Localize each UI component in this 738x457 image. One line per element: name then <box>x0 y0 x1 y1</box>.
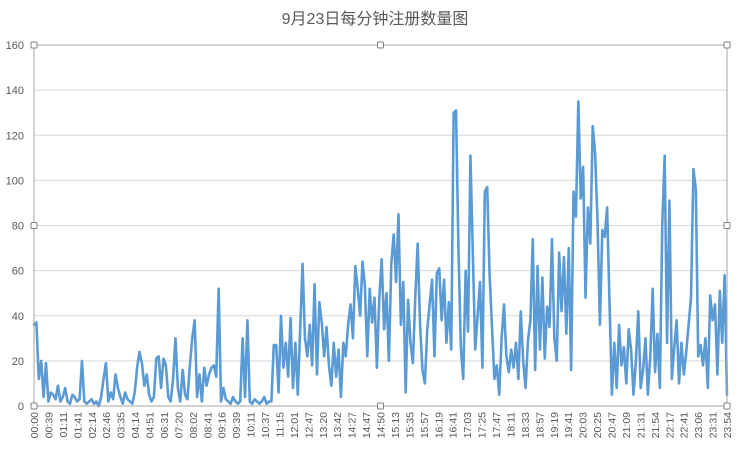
x-tick-label: 12:01 <box>289 412 301 438</box>
x-tick-label: 13:42 <box>332 412 344 438</box>
x-tick-label: 15:57 <box>419 412 431 438</box>
x-tick-label: 16:41 <box>448 412 460 438</box>
x-tick-label: 21:54 <box>650 412 662 438</box>
x-tick-label: 19:19 <box>549 412 561 438</box>
x-tick-label: 04:51 <box>145 412 157 438</box>
x-tick-label: 22:17 <box>664 412 676 438</box>
x-tick-label: 02:14 <box>87 412 99 438</box>
x-tick-label: 02:46 <box>101 412 113 438</box>
resize-handle[interactable] <box>30 222 38 229</box>
x-tick-label: 23:31 <box>708 412 720 438</box>
x-tick-label: 08:41 <box>202 412 214 438</box>
y-tick-label: 120 <box>6 130 24 142</box>
x-tick-label: 00:00 <box>29 412 41 438</box>
x-tick-label: 23:54 <box>722 412 734 438</box>
x-tick-label: 18:33 <box>520 412 532 438</box>
resize-handle[interactable] <box>723 402 731 410</box>
x-tick-label: 18:57 <box>534 412 546 438</box>
x-tick-label: 15:35 <box>404 412 416 438</box>
x-tick-label: 14:50 <box>376 412 388 438</box>
resize-handle[interactable] <box>30 402 38 410</box>
resize-handle[interactable] <box>30 41 38 49</box>
x-tick-label: 18:11 <box>505 412 517 438</box>
selection-frame[interactable] <box>30 41 731 410</box>
x-tick-label: 11:15 <box>274 412 286 438</box>
x-tick-label: 09:16 <box>217 412 229 438</box>
x-tick-label: 21:09 <box>621 412 633 438</box>
x-tick-label: 00:39 <box>43 412 55 438</box>
x-tick-label: 17:03 <box>462 412 474 438</box>
x-tick-label: 14:47 <box>361 412 373 438</box>
x-tick-label: 06:31 <box>159 412 171 438</box>
y-tick-label: 20 <box>12 356 24 368</box>
series-layer <box>32 100 729 408</box>
y-tick-label: 40 <box>12 311 24 323</box>
x-tick-label: 20:47 <box>607 412 619 438</box>
x-tick-label: 12:47 <box>303 412 315 438</box>
x-tick-label: 20:25 <box>592 412 604 438</box>
x-tick-label: 19:41 <box>563 412 575 438</box>
y-tick-label: 0 <box>18 401 24 413</box>
y-tick-label: 140 <box>6 85 24 97</box>
x-tick-label: 08:02 <box>188 412 200 438</box>
x-tick-label: 09:39 <box>231 412 243 438</box>
chart-title: 9月23日每分钟注册数量图 <box>282 10 469 28</box>
resize-handle[interactable] <box>377 402 384 410</box>
series-line <box>32 100 729 408</box>
x-tick-label: 01:41 <box>72 412 84 438</box>
x-tick-label: 07:20 <box>173 412 185 438</box>
y-tick-label: 160 <box>6 40 24 52</box>
y-tick-label: 80 <box>12 221 24 233</box>
x-tick-label: 04:14 <box>130 412 142 438</box>
x-tick-label: 17:47 <box>491 412 503 438</box>
x-tick-label: 01:11 <box>58 412 70 438</box>
y-tick-label: 100 <box>6 175 24 187</box>
x-tick-label: 13:20 <box>318 412 330 438</box>
resize-handle[interactable] <box>723 222 731 229</box>
y-axis-tick-labels: 0 20 40 60 80 100 120 140 160 <box>6 40 24 413</box>
x-tick-label: 23:06 <box>693 412 705 438</box>
x-tick-label: 10:11 <box>246 412 258 438</box>
x-tick-label: 03:35 <box>116 412 128 438</box>
x-tick-label: 17:25 <box>477 412 489 438</box>
resize-handle[interactable] <box>377 41 384 49</box>
x-tick-label: 20:03 <box>578 412 590 438</box>
x-tick-label: 14:27 <box>347 412 359 438</box>
x-axis-tick-labels: 00:00 00:39 01:11 01:41 02:14 02:46 03:35 04:14… <box>29 412 734 438</box>
x-tick-label: 22:41 <box>679 412 691 438</box>
x-tick-label: 10:37 <box>260 412 272 438</box>
resize-handle[interactable] <box>723 41 731 49</box>
x-tick-label: 21:31 <box>635 412 647 438</box>
x-tick-label: 15:13 <box>390 412 402 438</box>
y-tick-label: 60 <box>12 266 24 278</box>
x-tick-label: 16:19 <box>433 412 445 438</box>
